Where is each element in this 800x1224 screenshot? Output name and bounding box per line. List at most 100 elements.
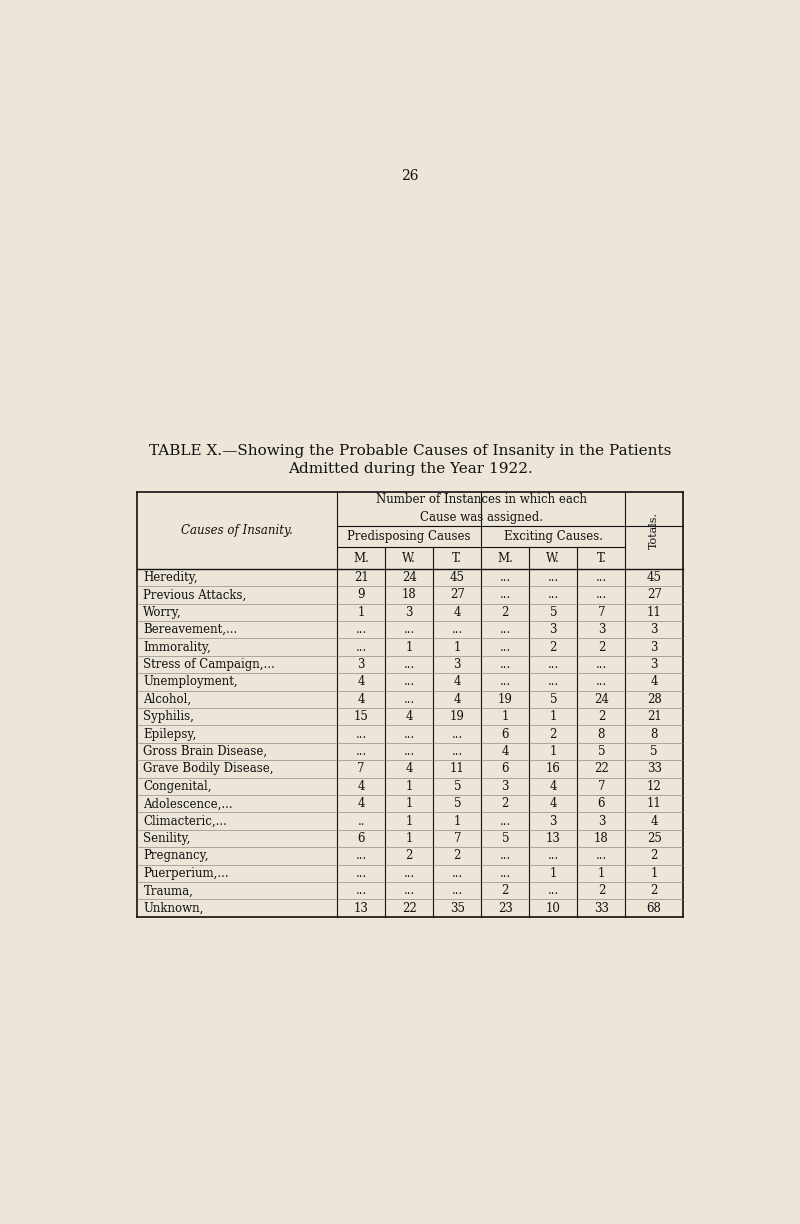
Text: 1: 1 bbox=[454, 640, 461, 654]
Text: ...: ... bbox=[452, 884, 463, 897]
Text: ...: ... bbox=[355, 623, 366, 636]
Text: Gross Brain Disease,: Gross Brain Disease, bbox=[143, 745, 267, 758]
Text: Bereavement,...: Bereavement,... bbox=[143, 623, 238, 636]
Text: 1: 1 bbox=[358, 606, 365, 619]
Text: 3: 3 bbox=[358, 659, 365, 671]
Text: 18: 18 bbox=[402, 589, 417, 601]
Text: 3: 3 bbox=[598, 815, 605, 827]
Text: 5: 5 bbox=[550, 606, 557, 619]
Text: 9: 9 bbox=[358, 589, 365, 601]
Text: Syphilis,: Syphilis, bbox=[143, 710, 194, 723]
Text: ...: ... bbox=[500, 815, 511, 827]
Text: ...: ... bbox=[596, 659, 607, 671]
Text: 2: 2 bbox=[502, 884, 509, 897]
Text: 6: 6 bbox=[358, 832, 365, 845]
Text: ...: ... bbox=[404, 693, 415, 706]
Text: ...: ... bbox=[548, 659, 559, 671]
Text: 68: 68 bbox=[646, 902, 662, 914]
Text: 4: 4 bbox=[550, 797, 557, 810]
Text: 1: 1 bbox=[406, 780, 413, 793]
Text: ..: .. bbox=[358, 815, 365, 827]
Text: 1: 1 bbox=[406, 815, 413, 827]
Text: 33: 33 bbox=[646, 763, 662, 776]
Text: ...: ... bbox=[500, 572, 511, 584]
Text: Worry,: Worry, bbox=[143, 606, 182, 619]
Text: 1: 1 bbox=[406, 640, 413, 654]
Text: 4: 4 bbox=[650, 676, 658, 688]
Text: Previous Attacks,: Previous Attacks, bbox=[143, 589, 246, 601]
Text: 3: 3 bbox=[650, 640, 658, 654]
Text: ...: ... bbox=[355, 727, 366, 741]
Text: 35: 35 bbox=[450, 902, 465, 914]
Text: T.: T. bbox=[597, 552, 606, 564]
Text: 2: 2 bbox=[598, 884, 605, 897]
Text: 2: 2 bbox=[650, 884, 658, 897]
Text: 4: 4 bbox=[358, 780, 365, 793]
Text: 2: 2 bbox=[454, 849, 461, 863]
Text: 19: 19 bbox=[450, 710, 465, 723]
Text: 5: 5 bbox=[598, 745, 605, 758]
Text: 5: 5 bbox=[550, 693, 557, 706]
Text: Admitted during the Year 1922.: Admitted during the Year 1922. bbox=[288, 461, 532, 476]
Text: ...: ... bbox=[355, 884, 366, 897]
Text: 4: 4 bbox=[406, 710, 413, 723]
Text: Epilepsy,: Epilepsy, bbox=[143, 727, 197, 741]
Text: ...: ... bbox=[596, 676, 607, 688]
Text: 3: 3 bbox=[650, 623, 658, 636]
Text: ...: ... bbox=[404, 867, 415, 880]
Text: 4: 4 bbox=[454, 676, 461, 688]
Text: Totals.: Totals. bbox=[649, 512, 659, 548]
Text: 5: 5 bbox=[454, 780, 461, 793]
Text: 24: 24 bbox=[594, 693, 609, 706]
Text: Adolescence,...: Adolescence,... bbox=[143, 797, 233, 810]
Text: 21: 21 bbox=[354, 572, 369, 584]
Text: 3: 3 bbox=[550, 815, 557, 827]
Text: ...: ... bbox=[404, 676, 415, 688]
Text: 2: 2 bbox=[598, 710, 605, 723]
Text: ...: ... bbox=[404, 745, 415, 758]
Text: M.: M. bbox=[354, 552, 369, 564]
Text: ...: ... bbox=[500, 676, 511, 688]
Text: 11: 11 bbox=[450, 763, 465, 776]
Text: 13: 13 bbox=[354, 902, 369, 914]
Text: 1: 1 bbox=[406, 832, 413, 845]
Text: 6: 6 bbox=[502, 727, 509, 741]
Text: 3: 3 bbox=[406, 606, 413, 619]
Text: Trauma,: Trauma, bbox=[143, 884, 194, 897]
Text: 22: 22 bbox=[402, 902, 417, 914]
Text: ...: ... bbox=[548, 676, 559, 688]
Text: 6: 6 bbox=[598, 797, 605, 810]
Text: 5: 5 bbox=[454, 797, 461, 810]
Text: ...: ... bbox=[596, 589, 607, 601]
Text: 26: 26 bbox=[402, 169, 418, 184]
Text: 7: 7 bbox=[598, 606, 605, 619]
Text: ...: ... bbox=[500, 640, 511, 654]
Text: T.: T. bbox=[452, 552, 462, 564]
Text: 1: 1 bbox=[550, 745, 557, 758]
Text: 7: 7 bbox=[454, 832, 461, 845]
Text: 2: 2 bbox=[598, 640, 605, 654]
Text: 18: 18 bbox=[594, 832, 609, 845]
Text: Immorality,: Immorality, bbox=[143, 640, 211, 654]
Text: 4: 4 bbox=[650, 815, 658, 827]
Text: 4: 4 bbox=[454, 606, 461, 619]
Text: 3: 3 bbox=[550, 623, 557, 636]
Text: ...: ... bbox=[548, 884, 559, 897]
Text: ...: ... bbox=[548, 572, 559, 584]
Text: Alcohol,: Alcohol, bbox=[143, 693, 191, 706]
Text: 3: 3 bbox=[650, 659, 658, 671]
Text: 23: 23 bbox=[498, 902, 513, 914]
Text: 15: 15 bbox=[354, 710, 369, 723]
Text: 28: 28 bbox=[646, 693, 662, 706]
Text: 7: 7 bbox=[598, 780, 605, 793]
Text: ...: ... bbox=[404, 623, 415, 636]
Text: 10: 10 bbox=[546, 902, 561, 914]
Text: 1: 1 bbox=[454, 815, 461, 827]
Text: 11: 11 bbox=[646, 606, 662, 619]
Text: ...: ... bbox=[500, 623, 511, 636]
Text: 12: 12 bbox=[646, 780, 662, 793]
Text: ...: ... bbox=[500, 849, 511, 863]
Text: 8: 8 bbox=[598, 727, 605, 741]
Text: 45: 45 bbox=[646, 572, 662, 584]
Text: 2: 2 bbox=[502, 606, 509, 619]
